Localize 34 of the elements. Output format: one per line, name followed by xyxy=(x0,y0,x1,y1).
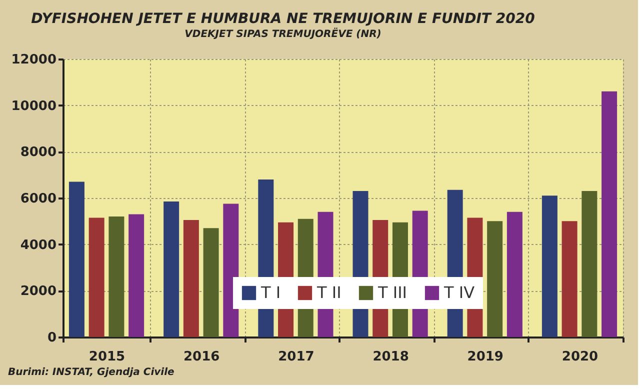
bar xyxy=(602,91,618,337)
bar xyxy=(68,182,84,337)
chart-title: DYFISHOHEN JETET E HUMBURA NE TREMUJORIN E FUNDIT 2020 xyxy=(31,11,536,27)
legend-label: T III xyxy=(377,283,408,302)
bar xyxy=(542,196,558,337)
y-tick-label: 2000 xyxy=(20,284,56,300)
text: Burimi: INSTAT, Gjendja Civile xyxy=(8,367,175,378)
legend-label: T IV xyxy=(443,283,475,302)
bar xyxy=(506,212,522,337)
x-tick-label: 2016 xyxy=(184,350,220,364)
y-tick-label: 8000 xyxy=(20,145,56,160)
bar xyxy=(562,221,578,337)
y-tick-label: 6000 xyxy=(20,192,56,206)
bar xyxy=(487,221,503,337)
bar xyxy=(183,220,199,337)
bar xyxy=(164,201,180,337)
legend-label: T II xyxy=(316,283,342,302)
bar xyxy=(108,216,124,337)
chart-subtitle: VDEKJET SIPAS TREMUJORËVE (NR) xyxy=(184,27,382,40)
bar xyxy=(203,228,219,337)
x-tick-label: 2017 xyxy=(278,350,314,364)
bar xyxy=(223,204,239,337)
bar xyxy=(88,218,104,337)
y-tick-label: 4000 xyxy=(20,238,56,253)
y-tick-label: 12000 xyxy=(11,52,56,68)
legend-label: T I xyxy=(260,283,281,302)
x-tick-label: 2019 xyxy=(467,350,504,364)
bar xyxy=(128,214,144,337)
x-tick-label: 2018 xyxy=(372,350,409,364)
y-tick-label: 10000 xyxy=(11,98,56,114)
x-tick-label: 2015 xyxy=(88,350,126,364)
bar xyxy=(582,191,598,337)
y-tick-label: 0 xyxy=(47,330,56,346)
x-tick-label: 2020 xyxy=(562,350,598,364)
